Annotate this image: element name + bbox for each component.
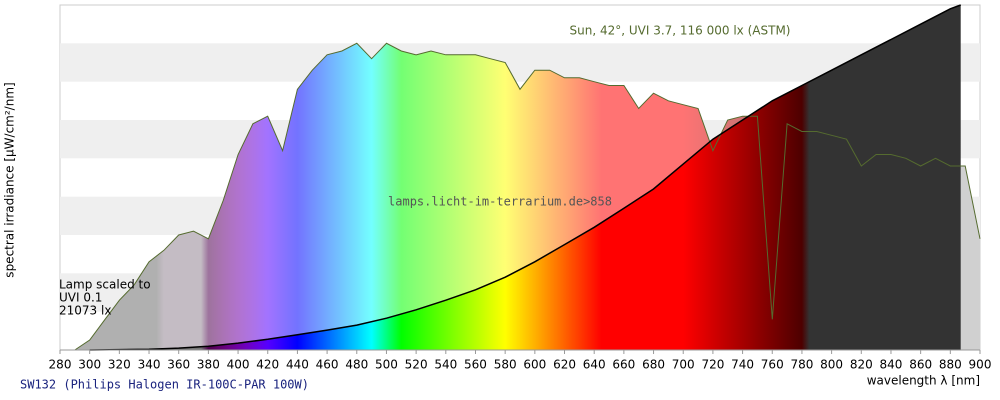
x-tick-label: 340: [138, 358, 161, 372]
x-tick-label: 480: [345, 358, 368, 372]
x-tick-label: 900: [969, 358, 992, 372]
x-tick-label: 440: [286, 358, 309, 372]
x-tick-label: 860: [909, 358, 932, 372]
x-tick-label: 840: [880, 358, 903, 372]
y-axis-label: spectral irradiance [µW/cm²/nm]: [3, 82, 17, 277]
x-tick-label: 360: [167, 358, 190, 372]
x-tick-label: 700: [672, 358, 695, 372]
x-tick-label: 520: [405, 358, 428, 372]
x-tick-label: 640: [583, 358, 606, 372]
annotation: UVI 0.1: [59, 291, 102, 305]
x-tick-label: 620: [553, 358, 576, 372]
x-tick-label: 600: [523, 358, 546, 372]
x-tick-label: 460: [316, 358, 339, 372]
x-tick-label: 660: [612, 358, 635, 372]
x-tick-label: 500: [375, 358, 398, 372]
x-tick-label: 560: [464, 358, 487, 372]
annotation: 21073 lx: [59, 304, 111, 318]
x-tick-label: 760: [761, 358, 784, 372]
x-tick-label: 740: [731, 358, 754, 372]
watermark: lamps.licht-im-terrarium.de>858: [388, 195, 612, 209]
x-tick-label: 400: [227, 358, 250, 372]
x-tick-label: 800: [820, 358, 843, 372]
series-line: [89, 4, 961, 351]
x-tick-label: 820: [850, 358, 873, 372]
series-line: [74, 42, 981, 351]
x-axis-label: wavelength λ [nm]: [867, 374, 980, 388]
x-tick-label: 300: [78, 358, 101, 372]
chart-title: Sun, 42°, UVI 3.7, 116 000 lx (ASTM): [570, 24, 791, 38]
footer: SW132 (Philips Halogen IR-100C-PAR 100W): [20, 378, 309, 392]
x-tick-label: 680: [642, 358, 665, 372]
x-tick-label: 540: [434, 358, 457, 372]
x-tick-label: 580: [494, 358, 517, 372]
x-tick-label: 280: [49, 358, 72, 372]
x-tick-label: 420: [256, 358, 279, 372]
x-tick-label: 780: [790, 358, 813, 372]
series-area: [89, 5, 961, 350]
x-tick-label: 720: [701, 358, 724, 372]
x-tick-label: 880: [939, 358, 962, 372]
x-tick-label: 380: [197, 358, 220, 372]
x-tick-label: 320: [108, 358, 131, 372]
annotation: Lamp scaled to: [59, 278, 151, 292]
